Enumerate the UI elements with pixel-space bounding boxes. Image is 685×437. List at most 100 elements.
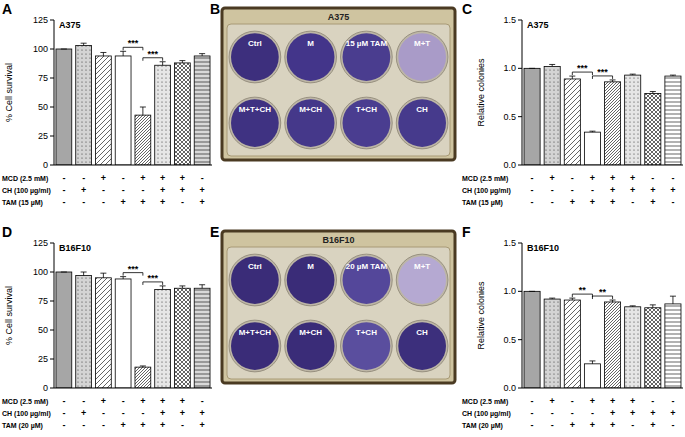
y-tick <box>50 20 54 21</box>
condition-sign: - <box>571 396 574 406</box>
error-bar <box>140 107 146 115</box>
condition-sign: - <box>551 185 554 195</box>
bar <box>625 307 641 388</box>
condition-sign: - <box>62 197 65 207</box>
y-tick <box>518 68 522 69</box>
well-rim <box>341 97 393 149</box>
condition-sign: + <box>590 197 595 207</box>
bar <box>194 288 210 388</box>
y-tick-label: 100 <box>33 267 48 277</box>
well-rim <box>229 97 281 149</box>
plate-title: A375 <box>328 12 350 22</box>
condition-sign: - <box>531 173 534 183</box>
y-tick-label: 125 <box>33 15 48 25</box>
y-tick <box>518 339 522 340</box>
error-bar <box>630 74 636 76</box>
well <box>231 322 279 370</box>
error-bar <box>81 272 87 275</box>
condition-sign: - <box>671 173 674 183</box>
well <box>287 256 335 304</box>
bars <box>524 291 681 388</box>
error-bar <box>61 49 67 50</box>
bar <box>56 49 72 165</box>
condition-sign: + <box>160 396 165 406</box>
condition-sign: + <box>199 408 204 418</box>
condition-sign: + <box>590 173 595 183</box>
well-label: CH <box>416 105 428 114</box>
condition-sign: + <box>670 185 675 195</box>
condition-name: CH (100 µg/ml) <box>462 410 511 418</box>
condition-sign: + <box>120 197 125 207</box>
condition-sign: + <box>199 185 204 195</box>
well-label: M <box>307 262 314 271</box>
error-bar <box>529 291 535 292</box>
condition-sign: + <box>610 420 615 430</box>
condition-sign: - <box>102 197 105 207</box>
error-bar <box>179 286 185 288</box>
plate-panel: BA375CtrlM15 µM TAMM+TM+T+CHM+CHT+CHCH <box>210 1 455 160</box>
well-rim <box>396 31 448 83</box>
y-tick-label: 1.5 <box>503 15 516 25</box>
well-rim <box>285 320 337 372</box>
well-rim <box>396 97 448 149</box>
y-tick-label: 125 <box>33 238 48 248</box>
condition-sign: + <box>120 420 125 430</box>
condition-sign: - <box>82 420 85 430</box>
background <box>0 0 685 437</box>
panel-label: A <box>2 1 12 17</box>
condition-sign: - <box>82 197 85 207</box>
y-tick-label: 50 <box>38 325 48 335</box>
condition-sign: - <box>122 396 125 406</box>
condition-sign: - <box>62 173 65 183</box>
y-axis <box>522 243 523 388</box>
condition-sign: - <box>571 408 574 418</box>
condition-sign: + <box>590 396 595 406</box>
y-tick <box>50 78 54 79</box>
error-bar <box>100 273 106 278</box>
plate-title: B16F10 <box>322 235 354 245</box>
condition-name: CH (100 µg/ml) <box>2 410 51 418</box>
condition-sign: - <box>62 185 65 195</box>
bar <box>56 272 72 388</box>
bar <box>155 289 171 388</box>
condition-sign: + <box>630 408 635 418</box>
condition-name: TAM (15 µM) <box>2 199 43 207</box>
well <box>398 99 446 147</box>
condition-sign: + <box>630 185 635 195</box>
condition-sign: - <box>201 173 204 183</box>
condition-sign: - <box>531 408 534 418</box>
well-rim <box>229 320 281 372</box>
condition-sign: - <box>141 408 144 418</box>
condition-name: MCD (2.5 mM) <box>462 398 508 406</box>
error-bar <box>81 43 87 45</box>
bar <box>645 93 661 165</box>
y-tick-label: 0.0 <box>503 160 516 170</box>
condition-sign: + <box>101 396 106 406</box>
y-axis <box>522 20 523 165</box>
condition-sign: + <box>630 173 635 183</box>
error-bar <box>199 54 205 56</box>
chart-panel: D0255075100125% Cell survivalB16F10*****… <box>2 224 212 430</box>
y-tick <box>518 165 522 166</box>
condition-sign: + <box>590 420 595 430</box>
condition-sign: + <box>610 396 615 406</box>
bar <box>135 367 151 388</box>
condition-sign: + <box>199 420 204 430</box>
bars <box>56 43 210 165</box>
condition-sign: - <box>201 396 204 406</box>
condition-sign: - <box>631 197 634 207</box>
bar <box>564 300 580 388</box>
condition-sign: + <box>550 396 555 406</box>
well <box>287 322 335 370</box>
y-tick-label: 1.0 <box>503 63 516 73</box>
bar <box>115 56 131 165</box>
condition-sign: - <box>591 408 594 418</box>
x-axis <box>54 165 212 166</box>
well-label: CH <box>416 328 428 337</box>
y-tick-label: 75 <box>38 73 48 83</box>
well-rim <box>229 254 281 306</box>
bar <box>605 82 621 165</box>
y-axis-label: Relative colonies <box>476 58 486 127</box>
well-label: 15 µM TAM <box>346 39 388 48</box>
cell-line-label: B16F10 <box>59 243 91 253</box>
